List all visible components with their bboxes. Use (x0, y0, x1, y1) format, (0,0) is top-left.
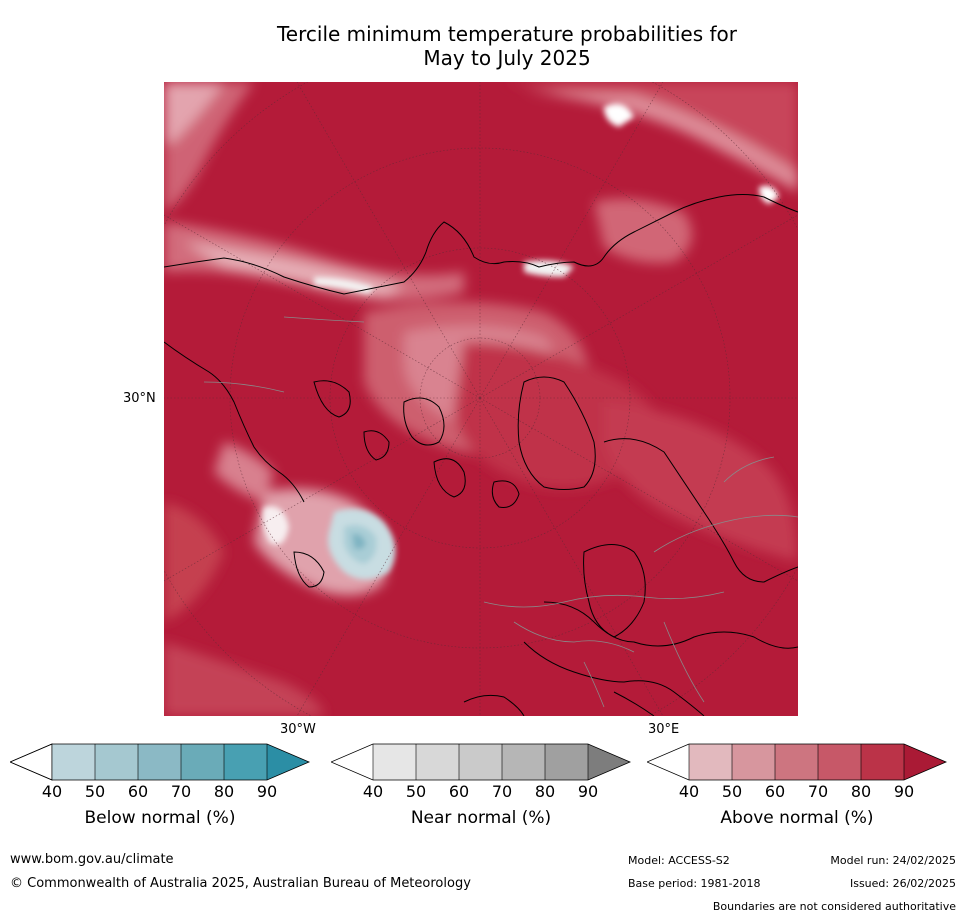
tick-label: 90 (893, 782, 915, 801)
tick-label: 50 (405, 782, 427, 801)
colorbar-above-ticks: 40 50 60 70 80 90 (647, 782, 947, 802)
colorbar-near-normal (331, 743, 631, 781)
tick-label: 60 (127, 782, 149, 801)
lon-30e-label: 30°E (648, 722, 680, 737)
cbar-above-swatch-6 (904, 744, 946, 780)
cbar-below-swatch-6 (267, 744, 309, 780)
tick-label: 40 (678, 782, 700, 801)
tick-label: 60 (448, 782, 470, 801)
lon-30w-label: 30°W (280, 722, 316, 737)
cbar-below-swatch-3 (138, 744, 181, 780)
tick-label: 80 (850, 782, 872, 801)
cbar-below-swatch-5 (224, 744, 267, 780)
cbar-below-swatch-0 (10, 743, 53, 781)
tick-label: 40 (362, 782, 384, 801)
below-normal-patch (328, 508, 396, 580)
footer-copyright: © Commonwealth of Australia 2025, Austra… (10, 876, 471, 891)
cbar-above-swatch-2 (732, 744, 775, 780)
country-borders (203, 316, 798, 708)
tick-label: 70 (491, 782, 513, 801)
cbar-below-swatch-1 (52, 744, 95, 780)
map-title: Tercile minimum temperature probabilitie… (200, 22, 814, 70)
tick-label: 90 (577, 782, 599, 801)
title-line-2: May to July 2025 (423, 46, 591, 70)
colorbar-below-normal (10, 743, 310, 781)
lat-30n-label: 30°N (123, 391, 156, 406)
footer-base-period: Base period: 1981-2018 (628, 877, 761, 890)
footer-model-run: Model run: 24/02/2025 (830, 854, 956, 867)
tick-label: 70 (807, 782, 829, 801)
tick-label: 70 (170, 782, 192, 801)
title-line-1: Tercile minimum temperature probabilitie… (276, 22, 738, 46)
cbar-near-swatch-2 (416, 744, 459, 780)
colorbar-above-title: Above normal (%) (720, 808, 874, 828)
tick-label: 50 (721, 782, 743, 801)
cbar-above-swatch-3 (775, 744, 818, 780)
tick-label: 90 (256, 782, 278, 801)
cbar-above-swatch-5 (861, 744, 904, 780)
cbar-below-swatch-2 (95, 744, 138, 780)
tick-label: 40 (41, 782, 63, 801)
footer-issued: Issued: 26/02/2025 (849, 877, 956, 890)
cbar-above-swatch-0 (647, 744, 689, 780)
coastlines (164, 194, 798, 716)
cbar-near-swatch-0 (331, 744, 373, 780)
colorbar-below-title: Below normal (%) (84, 808, 236, 828)
cbar-near-swatch-1 (373, 744, 416, 780)
cbar-near-swatch-3 (459, 744, 502, 780)
cbar-near-swatch-4 (502, 744, 545, 780)
tick-label: 60 (764, 782, 786, 801)
tick-label: 50 (84, 782, 106, 801)
colorbar-near-title: Near normal (%) (410, 808, 552, 828)
tick-label: 80 (534, 782, 556, 801)
footer-model: Model: ACCESS-S2 (628, 854, 730, 867)
colorbar-below-ticks: 40 50 60 70 80 90 (10, 782, 310, 802)
cbar-near-swatch-6 (588, 744, 630, 780)
near-normal-patches (262, 103, 779, 545)
cbar-above-swatch-1 (689, 744, 732, 780)
colorbar-near-ticks: 40 50 60 70 80 90 (331, 782, 631, 802)
cbar-below-swatch-4 (181, 744, 224, 780)
footer-url: www.bom.gov.au/climate (10, 852, 174, 867)
footer-disclaimer: Boundaries are not considered authoritat… (712, 900, 956, 913)
cbar-near-swatch-5 (545, 744, 588, 780)
colorbar-above-normal (647, 743, 947, 781)
graticule (164, 82, 798, 716)
tick-label: 80 (213, 782, 235, 801)
cbar-above-swatch-4 (818, 744, 861, 780)
probability-map (164, 82, 798, 716)
